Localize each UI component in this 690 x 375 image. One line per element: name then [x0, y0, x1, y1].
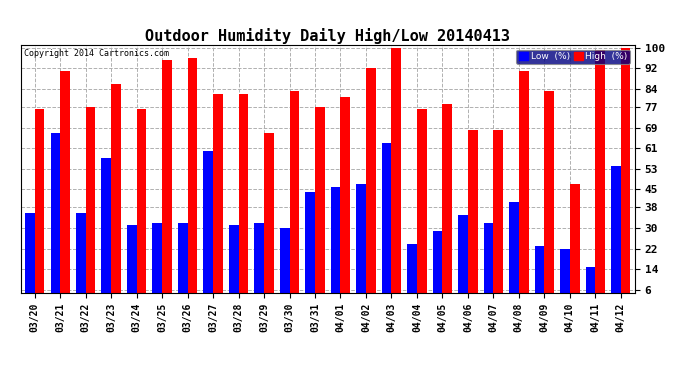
- Bar: [560, 249, 570, 305]
- Bar: [290, 92, 299, 305]
- Bar: [356, 184, 366, 305]
- Bar: [570, 184, 580, 305]
- Bar: [34, 110, 44, 305]
- Bar: [280, 228, 290, 305]
- Bar: [442, 104, 452, 305]
- Bar: [315, 107, 325, 305]
- Bar: [366, 68, 375, 305]
- Bar: [306, 192, 315, 305]
- Bar: [535, 246, 544, 305]
- Bar: [86, 107, 95, 305]
- Bar: [229, 225, 239, 305]
- Bar: [417, 110, 426, 305]
- Bar: [484, 223, 493, 305]
- Bar: [50, 133, 60, 305]
- Bar: [25, 213, 34, 305]
- Bar: [137, 110, 146, 305]
- Bar: [407, 243, 417, 305]
- Bar: [255, 223, 264, 305]
- Bar: [595, 50, 605, 305]
- Bar: [204, 151, 213, 305]
- Bar: [101, 158, 111, 305]
- Bar: [611, 166, 621, 305]
- Text: Copyright 2014 Cartronics.com: Copyright 2014 Cartronics.com: [23, 49, 169, 58]
- Bar: [586, 267, 595, 305]
- Bar: [509, 202, 519, 305]
- Bar: [382, 143, 391, 305]
- Bar: [111, 84, 121, 305]
- Bar: [127, 225, 137, 305]
- Bar: [178, 223, 188, 305]
- Bar: [621, 48, 631, 305]
- Legend: Low  (%), High  (%): Low (%), High (%): [516, 50, 630, 64]
- Bar: [239, 94, 248, 305]
- Bar: [433, 231, 442, 305]
- Bar: [468, 130, 477, 305]
- Bar: [60, 71, 70, 305]
- Bar: [213, 94, 223, 305]
- Bar: [162, 60, 172, 305]
- Bar: [264, 133, 274, 305]
- Bar: [152, 223, 162, 305]
- Bar: [458, 215, 468, 305]
- Bar: [76, 213, 86, 305]
- Bar: [519, 71, 529, 305]
- Bar: [544, 92, 554, 305]
- Bar: [340, 97, 350, 305]
- Bar: [493, 130, 503, 305]
- Bar: [331, 187, 340, 305]
- Bar: [188, 58, 197, 305]
- Title: Outdoor Humidity Daily High/Low 20140413: Outdoor Humidity Daily High/Low 20140413: [146, 28, 510, 44]
- Bar: [391, 48, 401, 305]
